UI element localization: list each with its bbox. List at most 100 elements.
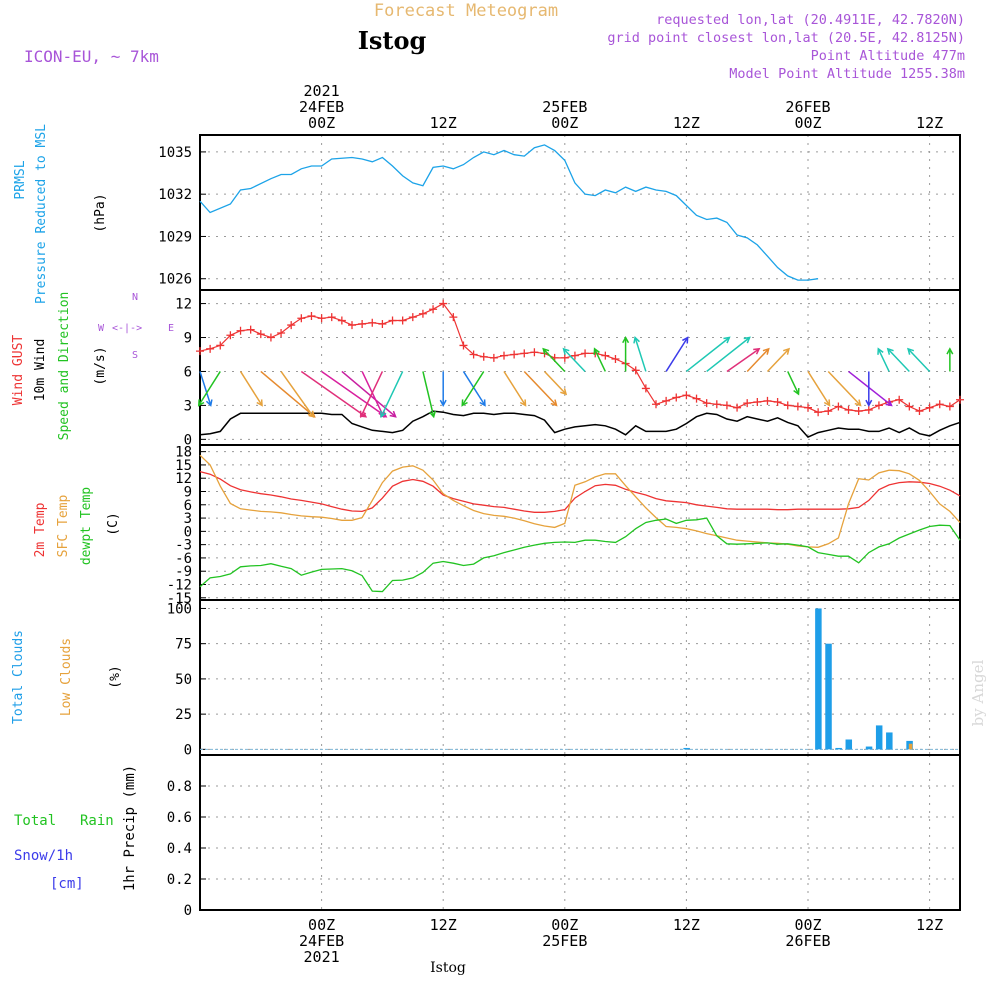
- gust-marker: [956, 395, 964, 404]
- ytick-label: -6: [175, 551, 192, 567]
- gust-line: [199, 302, 961, 413]
- wind10-label: 10m Wind: [33, 339, 48, 402]
- pressure-panel: 1026 1029 1032 1035: [158, 134, 961, 291]
- gust-marker: [824, 407, 833, 416]
- wind-direction-arrow: [685, 336, 731, 373]
- gust-marker: [652, 400, 660, 409]
- arrow-head: [593, 347, 600, 355]
- gust-marker: [408, 313, 417, 322]
- gust-marker: [864, 405, 873, 414]
- ytick-label: 18: [175, 445, 192, 461]
- arrow-shaft: [726, 348, 760, 373]
- wind-direction-arrow: [359, 371, 384, 419]
- time-label: 12Z: [430, 114, 457, 132]
- gust-marker: [216, 341, 225, 350]
- gust-marker: [753, 398, 762, 407]
- ytick-label: -15: [167, 591, 192, 607]
- time-label: 00Z: [551, 114, 578, 132]
- ytick-label: 50: [175, 672, 192, 688]
- gust-marker: [560, 353, 569, 362]
- total-cloud-bar: [815, 608, 822, 750]
- cloud-panel: 0 25 50 75 100: [167, 599, 961, 758]
- wind-direction-arrow: [665, 336, 689, 372]
- arrow-shaft: [543, 370, 567, 395]
- wind-direction-arrow: [877, 347, 890, 372]
- gust-marker: [783, 401, 792, 410]
- compass-s: S: [132, 350, 138, 361]
- arrow-head: [743, 336, 751, 344]
- ytick-label: 15: [175, 458, 192, 474]
- arrow-head: [622, 335, 630, 344]
- arrow-head: [560, 388, 568, 396]
- gust-marker: [489, 353, 498, 362]
- wind-unit: (m/s): [93, 346, 108, 385]
- gust-marker: [358, 319, 367, 328]
- arrow-shaft: [787, 371, 800, 395]
- ytick-label: 0: [184, 903, 192, 919]
- gust-marker: [277, 328, 286, 337]
- wind-direction-arrow: [807, 371, 831, 407]
- wind-direction-arrow: [886, 347, 910, 372]
- wind-direction-arrow: [523, 370, 558, 407]
- gust-marker: [510, 350, 519, 359]
- wind-direction-arrow: [461, 371, 485, 407]
- dewpoint-line: [199, 517, 961, 593]
- arrow-head: [877, 347, 884, 355]
- time-label: 25FEB: [542, 98, 587, 116]
- gust-marker: [337, 316, 346, 325]
- arrow-shaft: [907, 348, 931, 372]
- arrow-head: [519, 399, 527, 407]
- gust-marker: [641, 384, 650, 393]
- gust-marker: [844, 405, 853, 414]
- arrow-shaft: [542, 348, 566, 372]
- wind-direction-arrow: [787, 371, 800, 396]
- clouds-frame: [199, 599, 961, 756]
- arrow-shaft: [746, 348, 770, 372]
- arrow-head: [197, 399, 205, 407]
- gust-marker: [672, 393, 681, 402]
- arrow-shaft: [665, 337, 689, 372]
- gust-marker: [743, 399, 752, 408]
- arrow-head: [542, 347, 550, 355]
- footer-location: Istog: [430, 960, 466, 976]
- pressure-line: [199, 144, 819, 281]
- snow-label: Snow/1h: [14, 848, 73, 864]
- ytick-label: 3: [184, 511, 192, 527]
- temperature-grid: [200, 445, 960, 600]
- time-label: 26FEB: [785, 98, 830, 116]
- total-cloud-bar: [835, 747, 842, 750]
- gust-marker: [854, 407, 863, 416]
- wind-direction-arrow: [199, 371, 213, 407]
- temp-unit: (C): [106, 512, 121, 535]
- gust-marker: [429, 305, 438, 314]
- precipitation-frame: [199, 754, 961, 911]
- time-label: 12Z: [673, 916, 700, 934]
- precipitation-grid: [200, 755, 960, 911]
- gust-marker: [287, 321, 296, 330]
- ytick-label: 1032: [158, 187, 192, 203]
- gust-marker: [702, 399, 711, 408]
- ytick-label: 12: [175, 297, 192, 313]
- gust-marker: [266, 333, 275, 342]
- ytick-label: -9: [175, 564, 192, 580]
- wind-direction-arrow: [706, 336, 751, 373]
- wind-direction-arrow: [946, 347, 954, 372]
- precip-ylabel: 1hr Precip (mm): [122, 765, 138, 891]
- arrow-head: [753, 347, 761, 355]
- arrow-shaft: [239, 371, 263, 406]
- gust-marker: [601, 351, 610, 360]
- pressure-frame: [199, 134, 961, 291]
- gust-marker: [631, 366, 640, 375]
- gust-marker: [479, 352, 488, 361]
- model-altitude: Model Point Altitude 1255.38m: [729, 66, 965, 82]
- arrow-head: [907, 347, 915, 355]
- gust-marker: [712, 400, 721, 409]
- gust-marker: [905, 402, 914, 411]
- wind-direction-arrow: [197, 371, 221, 407]
- speeddir-label: Speed and Direction: [57, 292, 72, 441]
- ytick-label: 0.2: [167, 872, 192, 888]
- arrow-shaft: [827, 370, 862, 406]
- compass-legend: W <-|-> E N S: [98, 292, 174, 361]
